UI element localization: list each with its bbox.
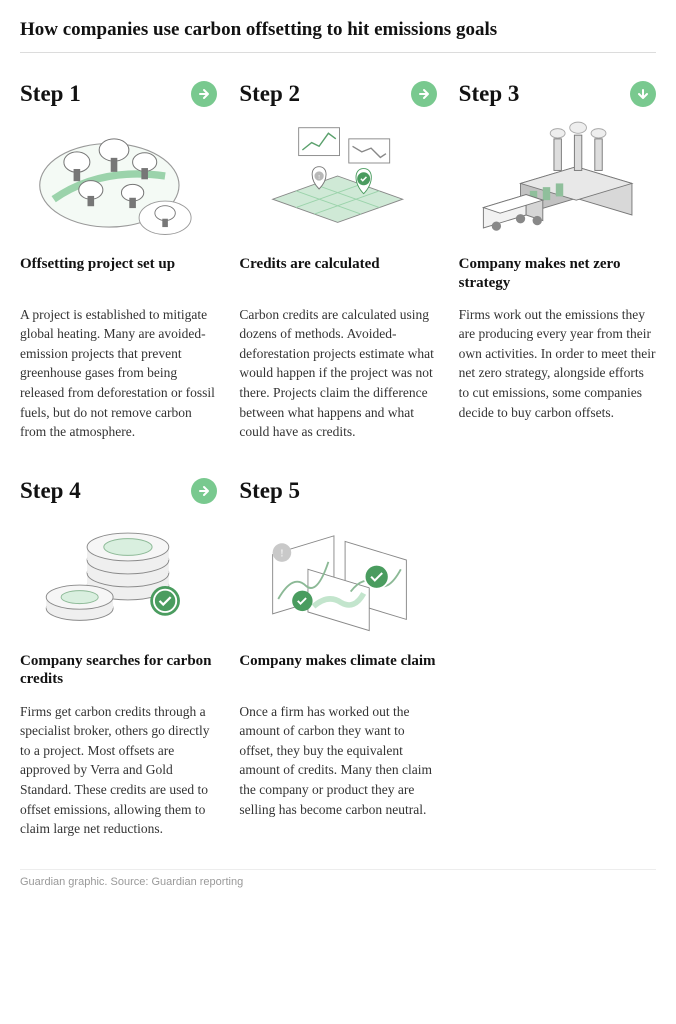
step-1-illustration bbox=[20, 111, 217, 241]
step-5-illustration: ! bbox=[239, 508, 436, 638]
step-4-body: Firms get carbon credits through a speci… bbox=[20, 702, 217, 839]
step-3: Step 3 Company makes net zero strategy F… bbox=[459, 81, 656, 442]
step-1-label: Step 1 bbox=[20, 81, 81, 107]
step-4-label: Step 4 bbox=[20, 478, 81, 504]
step-3-body: Firms work out the emissions they are pr… bbox=[459, 305, 656, 422]
step-1-body: A project is established to mitigate glo… bbox=[20, 305, 217, 442]
step-3-title: Company makes net zero strategy bbox=[459, 255, 656, 293]
step-5-body: Once a firm has worked out the amount of… bbox=[239, 702, 436, 819]
source-credit: Guardian graphic. Source: Guardian repor… bbox=[20, 869, 656, 888]
step-2: Step 2 ! Credits are calculated Carbon c… bbox=[239, 81, 436, 442]
step-5: Step 5 ! Company makes climate claim Onc… bbox=[239, 478, 436, 839]
arrow-right-icon bbox=[191, 81, 217, 107]
headline: How companies use carbon offsetting to h… bbox=[20, 18, 656, 53]
step-1-title: Offsetting project set up bbox=[20, 255, 217, 293]
step-2-label: Step 2 bbox=[239, 81, 300, 107]
arrow-right-icon bbox=[411, 81, 437, 107]
step-5-label: Step 5 bbox=[239, 478, 300, 504]
svg-text:!: ! bbox=[318, 174, 320, 181]
step-4-title: Company searches for carbon credits bbox=[20, 652, 217, 690]
step-3-label: Step 3 bbox=[459, 81, 520, 107]
step-5-title: Company makes climate claim bbox=[239, 652, 436, 690]
steps-grid: Step 1 Offsetting project set up A proje… bbox=[20, 81, 656, 839]
step-3-illustration bbox=[459, 111, 656, 241]
step-4-illustration bbox=[20, 508, 217, 638]
arrow-right-icon bbox=[191, 478, 217, 504]
arrow-down-icon bbox=[630, 81, 656, 107]
step-2-illustration: ! bbox=[239, 111, 436, 241]
step-2-body: Carbon credits are calculated using doze… bbox=[239, 305, 436, 442]
step-1: Step 1 Offsetting project set up A proje… bbox=[20, 81, 217, 442]
step-2-title: Credits are calculated bbox=[239, 255, 436, 293]
step-4: Step 4 Company searches for carbon credi… bbox=[20, 478, 217, 839]
svg-text:!: ! bbox=[281, 548, 284, 559]
